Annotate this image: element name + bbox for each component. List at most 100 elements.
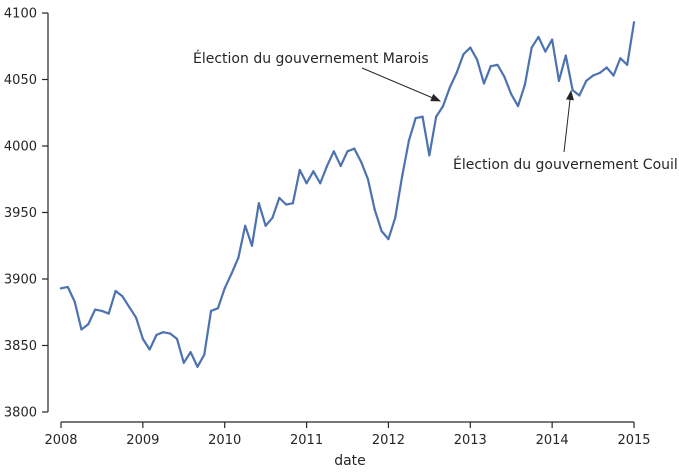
data-point (612, 74, 615, 77)
data-point (557, 79, 561, 82)
data-point (325, 164, 329, 168)
x-tick-label: 2014 (536, 433, 569, 448)
data-point (530, 46, 533, 49)
data-point (482, 82, 486, 85)
data-point (421, 115, 424, 118)
data-point (312, 170, 315, 173)
x-tick-label: 2012 (372, 433, 405, 448)
data-point (564, 54, 567, 57)
x-axis-title: date (334, 453, 366, 469)
y-tick-label: 3900 (4, 273, 37, 288)
data-point (626, 63, 629, 66)
data-point (257, 202, 260, 205)
x-tick-label: 2011 (290, 433, 323, 448)
data-point (496, 63, 499, 66)
data-point (380, 230, 383, 233)
data-point (121, 295, 124, 298)
data-point (250, 244, 254, 247)
data-point (373, 208, 376, 211)
y-ticks: 3800 3850 3900 3950 4000 4050 4100 (4, 7, 48, 421)
data-point (285, 203, 288, 206)
data-point (489, 65, 492, 68)
x-ticks: 2008 2009 2010 2011 2012 2013 2014 2015 (44, 422, 651, 448)
data-point (516, 105, 520, 108)
data-point (544, 50, 547, 53)
annotation-couillard: Élection du gouvernement Couillard (453, 90, 679, 173)
data-point (59, 287, 63, 290)
data-point (407, 139, 410, 142)
data-point (189, 351, 192, 354)
data-point (196, 365, 199, 368)
data-point (632, 21, 636, 24)
data-point (353, 147, 356, 150)
x-tick-label: 2015 (617, 433, 650, 448)
y-tick-label: 4050 (4, 73, 37, 88)
data-point (428, 154, 431, 157)
data-point (209, 309, 213, 313)
data-point (339, 164, 342, 168)
data-point (87, 323, 90, 326)
data-point (169, 332, 172, 335)
data-point (551, 38, 554, 41)
data-point (182, 361, 185, 364)
annotations: Élection du gouvernement Marois Élection… (193, 50, 679, 173)
data-point (223, 287, 226, 290)
annotation-marois: Élection du gouvernement Marois (193, 50, 441, 102)
data-point (523, 83, 526, 86)
x-tick-label: 2008 (44, 433, 77, 448)
data-point (578, 94, 581, 97)
x-tick-label: 2010 (208, 433, 241, 448)
axes (47, 13, 634, 423)
x-tick-label: 2013 (454, 433, 487, 448)
data-point (155, 333, 158, 336)
data-point (100, 309, 104, 313)
data-point (435, 115, 438, 118)
data-point (401, 175, 404, 178)
data-point (346, 150, 349, 153)
data-point (298, 168, 301, 172)
y-tick-label: 3800 (4, 406, 37, 421)
data-point (332, 150, 335, 153)
data-point (469, 46, 472, 49)
data-point (230, 272, 233, 275)
data-point (175, 337, 179, 340)
data-point (537, 35, 540, 39)
x-tick-label: 2009 (126, 433, 159, 448)
data-point (216, 307, 220, 310)
data-point (455, 71, 458, 74)
y-tick-label: 4100 (4, 7, 37, 22)
data-point (448, 86, 451, 89)
data-point (462, 53, 465, 56)
data-point (585, 79, 588, 82)
data-point (414, 116, 417, 120)
data-point (503, 75, 506, 78)
y-tick-label: 3850 (4, 339, 37, 354)
data-point (278, 196, 281, 199)
annotation-text-marois: Élection du gouvernement Marois (193, 50, 429, 67)
data-point (134, 316, 138, 319)
data-point (80, 328, 83, 331)
data-point (244, 224, 247, 227)
data-point (271, 216, 274, 219)
data-point (73, 300, 76, 303)
data-point (591, 74, 595, 77)
data-point (475, 58, 479, 61)
annotation-text-couillard: Élection du gouvernement Couillard (453, 156, 679, 173)
data-point (141, 337, 144, 340)
series-layer (59, 21, 636, 368)
data-point (387, 238, 390, 241)
data-point (510, 93, 513, 96)
data-point (94, 308, 97, 311)
series-line (59, 21, 636, 368)
data-point (571, 89, 574, 92)
data-point (319, 182, 322, 185)
data-point (441, 105, 445, 108)
data-point (619, 57, 622, 60)
data-point (107, 312, 110, 315)
data-point (291, 202, 294, 205)
data-point (366, 178, 370, 181)
data-point (394, 216, 397, 219)
y-tick-label: 4000 (4, 140, 37, 155)
data-point (360, 160, 363, 164)
